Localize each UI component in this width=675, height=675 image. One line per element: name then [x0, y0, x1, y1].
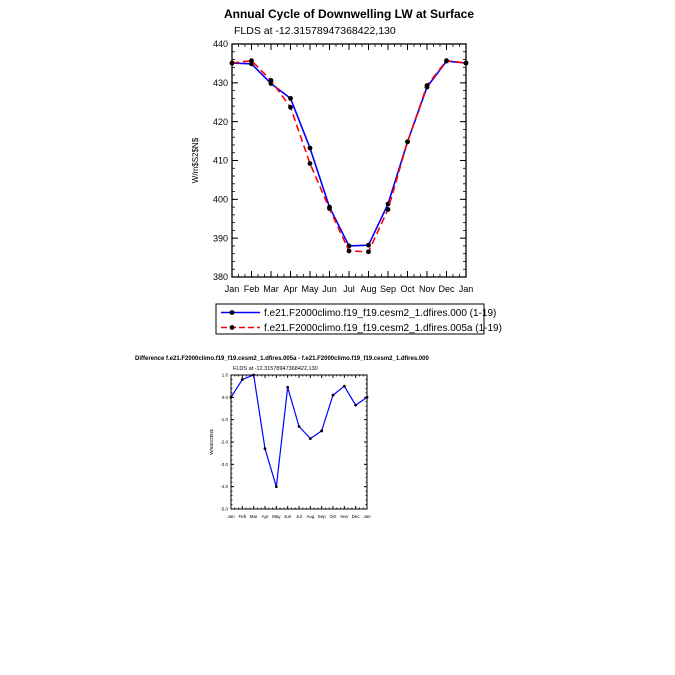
x-tick-label: Jun [322, 284, 337, 294]
plot-frame [230, 374, 368, 510]
data-point [405, 139, 410, 145]
data-point [331, 393, 335, 397]
data-point [288, 95, 293, 101]
data-point [320, 429, 324, 433]
x-tick-label: Dec [352, 514, 361, 519]
x-tick-label: Jan [227, 514, 235, 519]
x-tick-label: Feb [238, 514, 246, 519]
x-tick-label: Oct [329, 514, 337, 519]
y-tick-label: -3.0 [220, 462, 228, 467]
data-point [346, 248, 352, 254]
x-tick-label: Apr [261, 514, 269, 519]
x-tick-label: Jun [284, 514, 292, 519]
plot-frame [231, 43, 467, 278]
y-tick-label: 440 [213, 39, 228, 49]
y-tick-label: 1.0 [222, 373, 229, 378]
data-point [385, 207, 391, 212]
y-tick-label: 430 [213, 78, 228, 88]
legend-swatch-marker [229, 325, 235, 330]
x-tick-label: May [272, 514, 281, 519]
legend-box [215, 303, 485, 335]
chart-title: Difference f.e21.F2000climo.f19_f19.cesm… [135, 356, 430, 362]
legend-entry: f.e21.F2000climo.f19_f19.cesm2_1.dfires.… [264, 323, 502, 334]
data-point [342, 384, 346, 388]
legend-swatch-marker [229, 310, 235, 315]
data-point [365, 395, 369, 399]
y-tick-label: 410 [213, 156, 228, 166]
x-tick-label: Mar [263, 284, 279, 294]
y-axis-label: W/m$S2$N$ [191, 137, 200, 183]
chart-panel-1: Difference f.e21.F2000climo.f19_f19.cesm… [135, 356, 430, 519]
x-tick-label: Dec [438, 284, 455, 294]
data-point [354, 403, 358, 407]
data-point [263, 447, 267, 451]
x-tick-label: Mar [250, 514, 258, 519]
y-axis-label: W/m$S2$N$ [209, 429, 214, 455]
data-point [252, 373, 256, 377]
series-line-0 [231, 60, 467, 247]
x-tick-label: Jan [363, 514, 371, 519]
series-line-0 [230, 374, 368, 488]
data-point [366, 242, 371, 248]
data-point [444, 58, 449, 64]
data-point [307, 145, 313, 151]
chart-subtitle: FLDS at -12.31578947368422,130 [233, 366, 318, 372]
x-tick-label: Aug [306, 514, 315, 519]
y-tick-label: -2.0 [220, 440, 228, 445]
y-tick-label: 390 [213, 233, 228, 243]
data-point [229, 395, 233, 399]
series-line-1 [231, 59, 467, 253]
data-point [229, 60, 235, 66]
y-tick-label: -5.0 [220, 507, 228, 512]
chart-title: Annual Cycle of Downwelling LW at Surfac… [224, 7, 474, 21]
x-tick-label: Sep [380, 284, 396, 294]
x-tick-label: Jan [459, 284, 474, 294]
data-point [307, 161, 313, 167]
data-point [424, 83, 430, 88]
data-point [297, 424, 301, 428]
y-tick-label: 400 [213, 194, 228, 204]
data-point [366, 249, 371, 255]
data-point [463, 60, 469, 66]
data-point [327, 206, 332, 212]
y-tick-label: 380 [213, 272, 228, 282]
y-tick-label: -4.0 [220, 484, 228, 489]
x-tick-label: Nov [419, 284, 436, 294]
y-tick-label: 0.0 [222, 395, 229, 400]
data-point [288, 104, 293, 110]
legend-entry: f.e21.F2000climo.f19_f19.cesm2_1.dfires.… [264, 308, 496, 319]
data-point [286, 385, 290, 389]
x-tick-label: Jul [296, 514, 302, 519]
x-tick-label: Jul [343, 284, 355, 294]
data-point [274, 485, 278, 489]
chart-subtitle: FLDS at -12.31578947368422,130 [234, 25, 396, 37]
x-tick-label: Feb [244, 284, 260, 294]
y-tick-label: -1.0 [220, 417, 228, 422]
x-tick-label: May [301, 284, 319, 294]
data-point [240, 378, 244, 381]
data-point [249, 58, 254, 64]
x-tick-label: Oct [400, 284, 415, 294]
x-tick-label: Sep [318, 514, 327, 519]
x-tick-label: Nov [340, 514, 349, 519]
y-tick-label: 420 [213, 117, 228, 127]
data-point [268, 78, 274, 83]
x-tick-label: Jan [225, 284, 240, 294]
data-point [308, 437, 312, 441]
chart-panel-0: Annual Cycle of Downwelling LW at Surfac… [191, 7, 502, 335]
x-tick-label: Apr [283, 284, 297, 294]
x-tick-label: Aug [360, 284, 376, 294]
